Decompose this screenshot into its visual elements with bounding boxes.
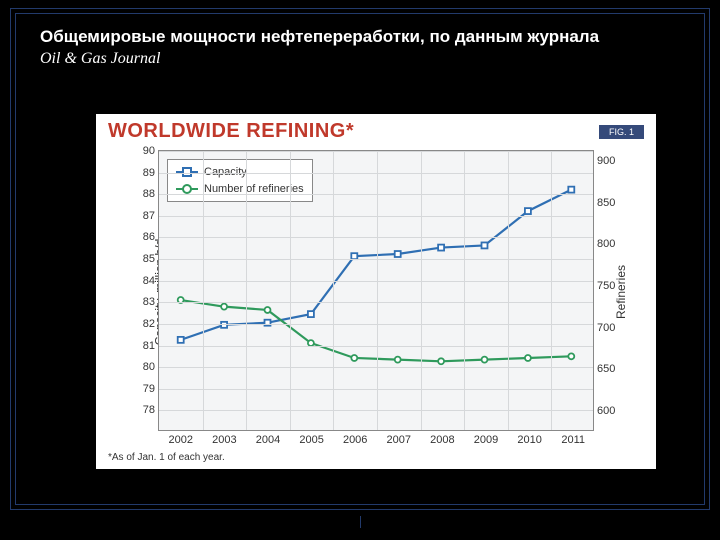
grid-line-h: [159, 324, 593, 325]
grid-line-v: [377, 151, 378, 430]
x-tick-label: 2002: [169, 430, 193, 446]
series-marker: [221, 304, 227, 310]
y-right-tick-label: 600: [593, 405, 615, 417]
series-marker: [438, 245, 444, 251]
grid-line-h: [159, 410, 593, 411]
y-left-tick-label: 84: [143, 275, 159, 287]
bottom-tick: [360, 516, 361, 528]
series-marker: [265, 307, 271, 313]
grid-line-h: [159, 216, 593, 217]
x-tick-label: 2007: [387, 430, 411, 446]
grid-line-v: [421, 151, 422, 430]
legend: Capacity Number of refineries: [167, 159, 313, 202]
series-marker: [178, 337, 184, 343]
y-left-tick-label: 80: [143, 361, 159, 373]
y-left-tick-label: 87: [143, 210, 159, 222]
slide-inner-frame: Общемировые мощности нефтепереработки, п…: [15, 13, 705, 505]
x-tick-label: 2011: [561, 430, 585, 446]
grid-line-v: [333, 151, 334, 430]
series-marker: [438, 358, 444, 364]
grid-line-v: [551, 151, 552, 430]
grid-line-h: [159, 389, 593, 390]
x-tick-label: 2004: [256, 430, 280, 446]
grid-line-h: [159, 173, 593, 174]
y-right-tick-label: 900: [593, 155, 615, 167]
series-marker: [351, 355, 357, 361]
grid-line-h: [159, 281, 593, 282]
slide-title: Общемировые мощности нефтепереработки, п…: [40, 26, 674, 48]
y-left-tick-label: 83: [143, 296, 159, 308]
figure-label: FIG. 1: [599, 125, 644, 139]
series-line: [181, 300, 572, 361]
series-marker: [482, 357, 488, 363]
y-left-tick-label: 88: [143, 188, 159, 200]
series-marker: [482, 242, 488, 248]
x-tick-label: 2003: [212, 430, 236, 446]
y-left-tick-label: 89: [143, 167, 159, 179]
y-left-tick-label: 78: [143, 404, 159, 416]
grid-line-v: [508, 151, 509, 430]
series-marker: [308, 311, 314, 317]
slide-frame: Общемировые мощности нефтепереработки, п…: [10, 8, 710, 510]
grid-line-h: [159, 259, 593, 260]
y-right-tick-label: 800: [593, 238, 615, 250]
series-marker: [525, 208, 531, 214]
y-right-tick-label: 850: [593, 197, 615, 209]
x-tick-label: 2010: [517, 430, 541, 446]
grid-line-v: [290, 151, 291, 430]
series-marker: [395, 357, 401, 363]
chart-title: WORLDWIDE REFINING*: [108, 120, 354, 143]
y-left-tick-label: 79: [143, 383, 159, 395]
y-right-tick-label: 750: [593, 280, 615, 292]
x-tick-label: 2005: [299, 430, 323, 446]
title-block: Общемировые мощности нефтепереработки, п…: [40, 26, 674, 68]
y-left-tick-label: 86: [143, 231, 159, 243]
y-right-tick-label: 650: [593, 363, 615, 375]
grid-line-v: [203, 151, 204, 430]
series-marker: [568, 187, 574, 193]
chart-footnote: *As of Jan. 1 of each year.: [108, 452, 225, 463]
slide-subtitle: Oil & Gas Journal: [40, 50, 674, 68]
y-right-tick-label: 700: [593, 322, 615, 334]
grid-line-h: [159, 194, 593, 195]
plot-area: Capacity Number of refineries 7879808182…: [158, 150, 594, 431]
y-axis-right-title: Refineries: [614, 264, 628, 318]
chart-container: WORLDWIDE REFINING* FIG. 1 Capacity, mil…: [96, 114, 656, 469]
series-line: [181, 190, 572, 340]
grid-line-h: [159, 302, 593, 303]
y-left-tick-label: 82: [143, 318, 159, 330]
grid-line-v: [464, 151, 465, 430]
grid-line-v: [246, 151, 247, 430]
x-tick-label: 2006: [343, 430, 367, 446]
series-marker: [525, 355, 531, 361]
x-tick-label: 2009: [474, 430, 498, 446]
grid-line-h: [159, 346, 593, 347]
y-left-tick-label: 85: [143, 253, 159, 265]
grid-line-h: [159, 151, 593, 152]
x-tick-label: 2008: [430, 430, 454, 446]
series-marker: [568, 353, 574, 359]
y-left-tick-label: 81: [143, 340, 159, 352]
grid-line-h: [159, 237, 593, 238]
y-left-tick-label: 90: [143, 145, 159, 157]
chart-header: WORLDWIDE REFINING* FIG. 1: [108, 120, 644, 143]
series-marker: [395, 251, 401, 257]
grid-line-h: [159, 367, 593, 368]
legend-swatch-refineries: [176, 188, 198, 190]
